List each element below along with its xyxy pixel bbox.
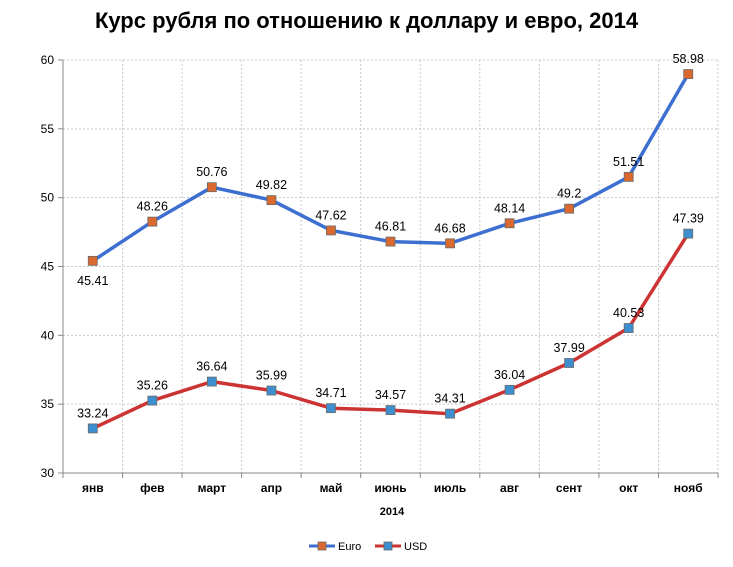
data-label: 36.04 (494, 368, 525, 382)
y-tick-label: 35 (41, 397, 55, 411)
series-lines (87, 69, 694, 434)
x-tick-label: сент (556, 481, 583, 495)
data-label: 37.99 (553, 341, 584, 355)
data-point (87, 423, 98, 434)
data-point (147, 395, 158, 406)
data-point (147, 216, 158, 227)
legend-label: USD (404, 541, 427, 553)
data-label: 49.82 (256, 178, 287, 192)
data-point (504, 218, 515, 229)
data-label: 48.26 (137, 200, 168, 214)
data-point (445, 408, 455, 419)
data-point (206, 376, 217, 387)
data-label: 46.81 (375, 220, 406, 234)
data-label: 35.99 (256, 369, 287, 383)
data-label: 47.62 (315, 208, 346, 222)
y-tick-label: 55 (41, 122, 55, 136)
data-label: 48.14 (494, 201, 525, 215)
y-tick-label: 50 (41, 191, 55, 205)
x-tick-label: окт (619, 481, 638, 495)
x-tick-label: авг (500, 481, 519, 495)
data-point (206, 182, 217, 193)
data-label: 49.2 (557, 187, 581, 201)
data-point (504, 384, 515, 395)
data-label: 47.39 (673, 212, 704, 226)
data-point (266, 195, 277, 206)
data-label: 46.68 (434, 221, 465, 235)
x-tick-label: апр (261, 481, 282, 495)
data-label: 40.53 (613, 306, 644, 320)
x-tick-label: март (198, 481, 227, 495)
data-label: 34.31 (434, 392, 465, 406)
axes: 30 35 40 45 50 55 60 янв фев март апр май июнь июль ав… (41, 53, 719, 495)
x-tick-label: нояб (674, 481, 703, 495)
data-point (326, 225, 336, 236)
legend-marker (317, 541, 327, 551)
legend-marker (383, 541, 393, 551)
data-label: 45.41 (77, 274, 108, 288)
data-label: 35.26 (137, 379, 168, 393)
data-label: 51.51 (613, 155, 644, 169)
data-point (326, 403, 336, 414)
x-axis-label: 2014 (380, 506, 405, 518)
x-tick-label: фев (140, 481, 164, 495)
y-tick-label: 30 (41, 466, 55, 480)
data-label: 34.57 (375, 388, 406, 402)
data-point (683, 228, 694, 239)
y-tick-label: 40 (41, 328, 55, 342)
data-label: 50.76 (196, 165, 227, 179)
x-tick-label: янв (82, 481, 104, 495)
data-point (623, 323, 634, 333)
data-point (623, 171, 634, 182)
data-point (683, 69, 694, 79)
y-tick-label: 45 (41, 260, 55, 274)
data-point (266, 385, 277, 396)
legend-label: Euro (338, 541, 361, 553)
data-label: 33.24 (77, 406, 108, 420)
x-tick-label: июнь (374, 481, 406, 495)
chart-title: Курс рубля по отношению к доллару и евро… (94, 8, 639, 33)
x-tick-label: май (320, 481, 343, 495)
data-label: 36.64 (196, 360, 227, 374)
data-label: 58.98 (673, 52, 704, 66)
x-tick-label: июль (434, 481, 466, 495)
data-point (87, 255, 98, 266)
y-tick-label: 60 (41, 53, 55, 67)
data-point (564, 358, 575, 368)
data-point (445, 238, 455, 249)
data-point (385, 236, 396, 247)
data-point (385, 405, 396, 415)
data-label: 34.71 (315, 386, 346, 400)
data-point (564, 203, 575, 214)
legend: Euro USD (309, 541, 427, 553)
data-labels: 45.41 48.26 50.76 49.82 47.62 46.81 46.68 48.14… (77, 52, 704, 420)
